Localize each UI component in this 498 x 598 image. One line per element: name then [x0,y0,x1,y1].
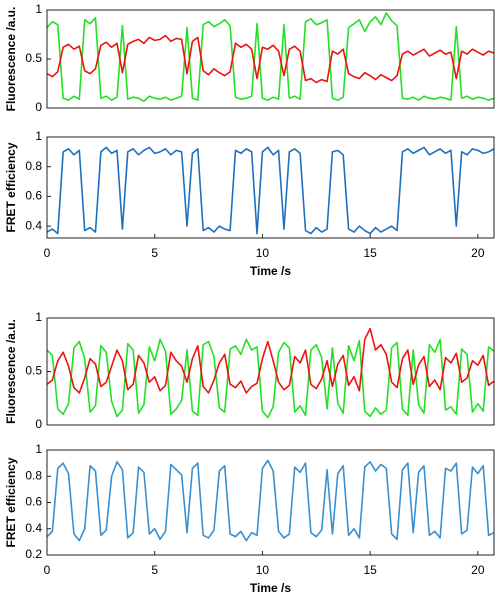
plot-frame [46,136,495,239]
y-tick-label: 0.5 [25,364,42,378]
y-axis-label: FRET efficiency [4,142,18,232]
y-tick-label: 1 [35,310,42,324]
y-tick-label: 0.5 [25,51,42,65]
y-axis-label: Fluorescence /a.u. [4,7,18,112]
plot-frame [46,9,495,109]
y-tick-label: 0.4 [25,218,42,232]
y-axis-label: FRET efficiency [4,457,18,547]
trace [46,338,495,419]
trace [46,146,495,235]
y-tick-label: 0 [35,100,42,114]
y-tick-label: 1 [35,129,42,143]
x-axis-label: Time /s [250,581,291,595]
x-tick-label: 5 [151,246,158,260]
x-tick-label: 20 [471,563,485,577]
x-tick-label: 5 [151,563,158,577]
x-tick-label: 15 [363,246,377,260]
x-tick-label: 0 [44,246,51,260]
x-tick-label: 0 [44,563,51,577]
trace [46,327,495,394]
y-tick-label: 0 [35,417,42,431]
y-tick-label: 0.8 [25,468,42,482]
x-tick-label: 10 [256,246,270,260]
y-axis-label: Fluorescence /a.u. [4,319,18,424]
y-tick-label: 0.6 [25,189,42,203]
x-axis-label: Time /s [250,264,291,278]
y-tick-label: 0.2 [25,547,42,561]
y-tick-label: 0.6 [25,495,42,509]
y-tick-label: 1 [35,2,42,16]
y-tick-label: 0.8 [25,159,42,173]
trace [46,34,495,84]
x-tick-label: 15 [363,563,377,577]
y-tick-label: 0.4 [25,521,42,535]
x-tick-label: 20 [471,246,485,260]
y-tick-label: 1 [35,442,42,456]
trace [46,12,495,102]
trace [46,459,495,542]
x-tick-label: 10 [256,563,270,577]
